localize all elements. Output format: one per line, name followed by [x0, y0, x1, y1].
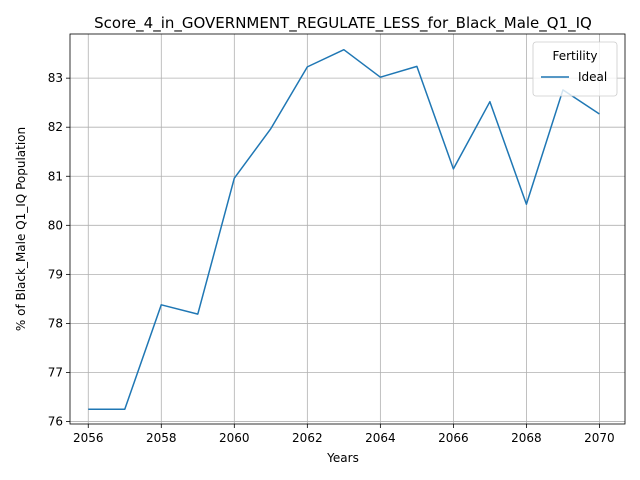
x-tick-label: 2068	[511, 431, 542, 445]
y-axis-label: % of Black_Male Q1_IQ Population	[14, 127, 28, 331]
x-tick-label: 2066	[438, 431, 469, 445]
x-tick-label: 2064	[365, 431, 396, 445]
y-tick-label: 83	[48, 71, 63, 85]
y-tick-label: 78	[48, 316, 63, 330]
y-tick-label: 77	[48, 365, 63, 379]
legend-title: Fertility	[552, 49, 597, 63]
legend: Fertility Ideal	[532, 41, 618, 97]
y-tick-label: 80	[48, 218, 63, 232]
series-line-ideal	[88, 48, 600, 411]
x-tick-label: 2056	[73, 431, 104, 445]
x-tick-label: 2062	[292, 431, 323, 445]
x-axis: 2056 2058 2060 2062 2064 2066 2068 2070	[73, 424, 615, 445]
legend-box	[532, 41, 618, 97]
chart-title: Score_4_in_GOVERNMENT_REGULATE_LESS_for_…	[94, 14, 592, 33]
x-axis-label: Years	[326, 451, 359, 465]
y-axis: 76 77 78 79 80 81 82 83	[48, 71, 70, 429]
grid-lines	[70, 34, 625, 424]
x-tick-label: 2070	[584, 431, 615, 445]
plot-content	[88, 48, 600, 411]
y-tick-label: 82	[48, 120, 63, 134]
x-tick-label: 2058	[146, 431, 177, 445]
plot-frame	[69, 33, 626, 425]
y-tick-label: 76	[48, 415, 63, 429]
x-tick-label: 2060	[219, 431, 250, 445]
legend-entry-ideal: Ideal	[578, 70, 607, 84]
y-tick-label: 79	[48, 267, 63, 281]
y-tick-label: 81	[48, 169, 63, 183]
